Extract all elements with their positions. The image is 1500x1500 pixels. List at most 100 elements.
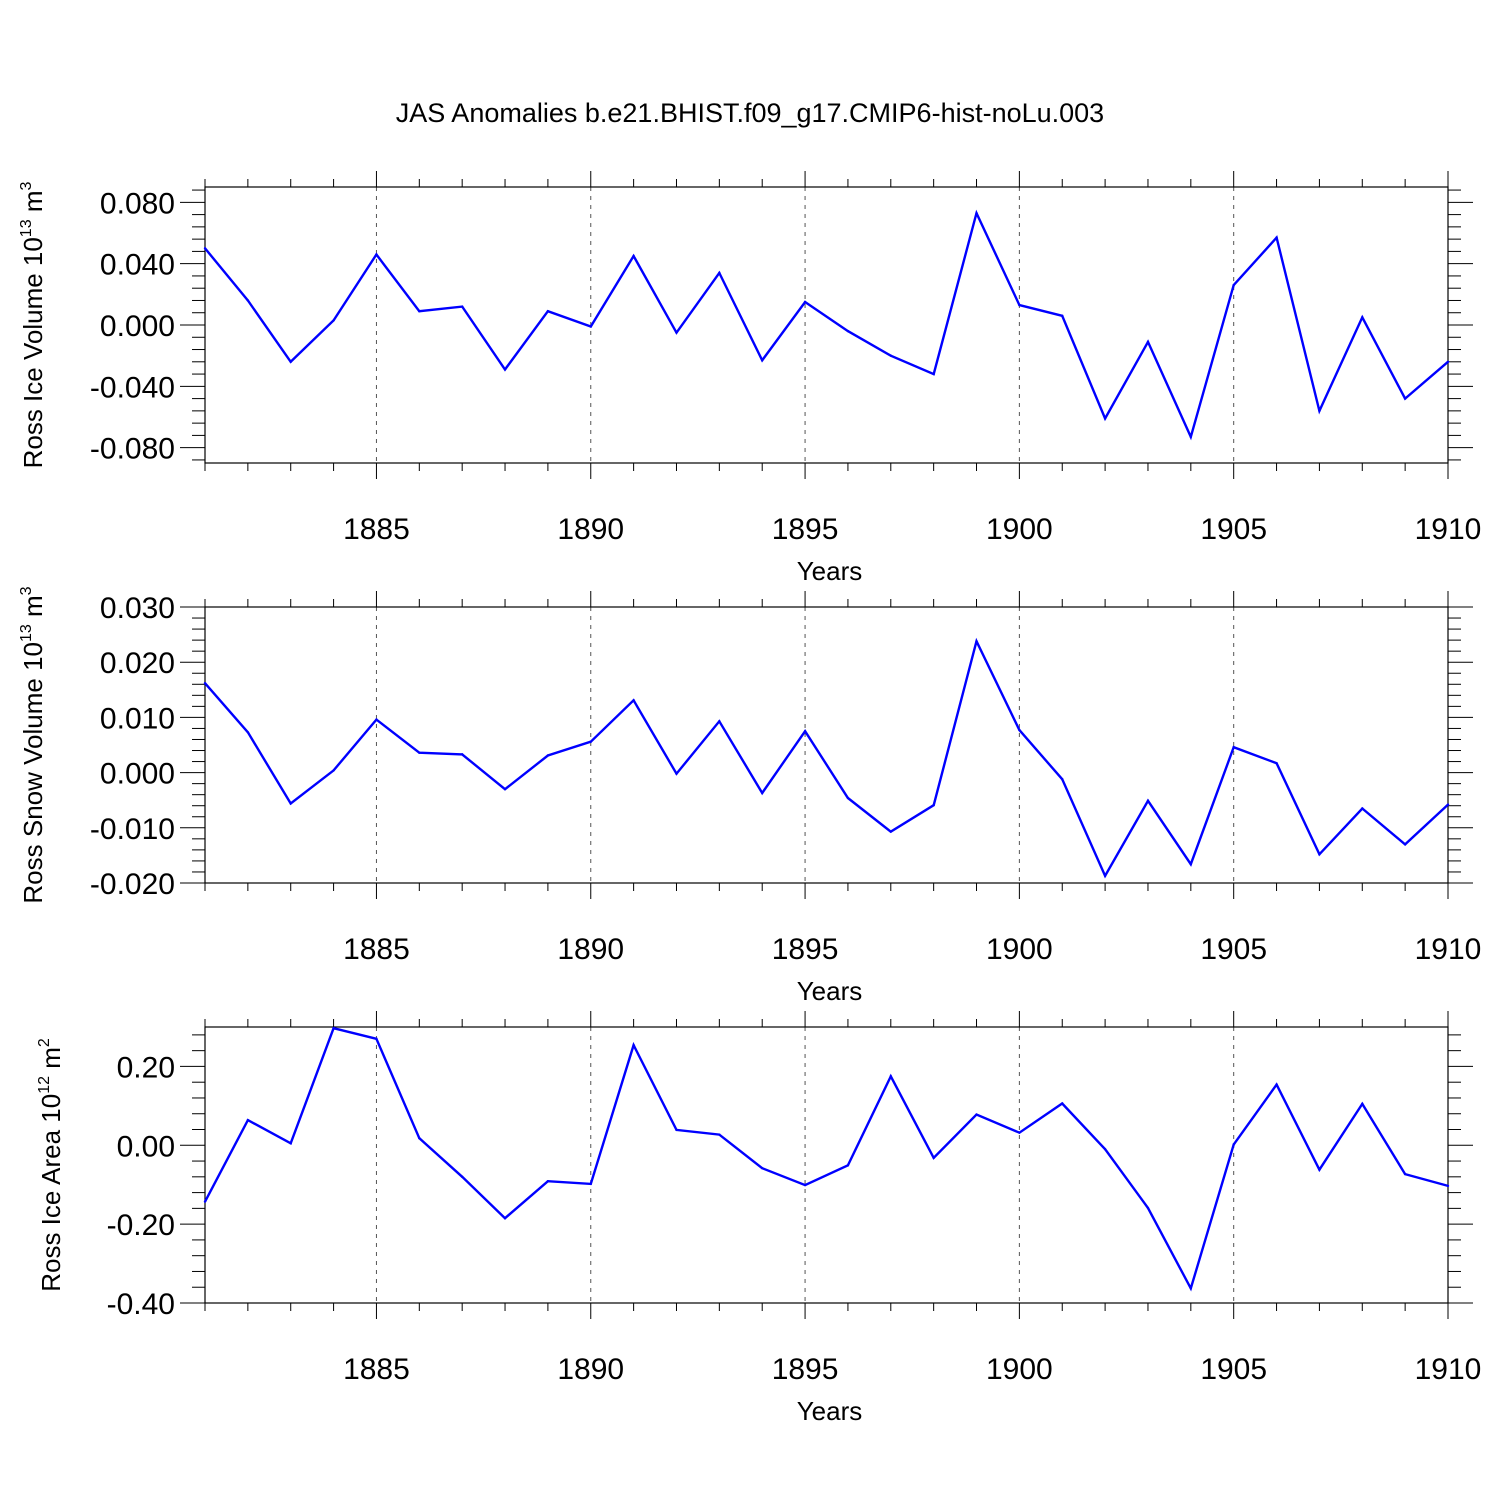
data-point bbox=[289, 802, 292, 805]
y-axis-title-unit: m bbox=[18, 595, 48, 624]
data-point bbox=[546, 1179, 550, 1183]
data-point bbox=[889, 830, 892, 833]
data-point bbox=[546, 754, 550, 757]
x-tick-label: 1905 bbox=[1200, 933, 1267, 966]
y-axis-title: Ross Snow Volume 1013 m3 bbox=[18, 586, 48, 903]
data-point bbox=[761, 359, 764, 362]
y-axis-title-text: Ross Snow Volume 10 bbox=[18, 642, 48, 904]
data-point bbox=[1146, 1206, 1150, 1210]
y-axis-title-exp: 12 bbox=[36, 1076, 53, 1094]
data-point bbox=[589, 325, 592, 328]
panel-1: 0.080 0.040 0.000 -0.040 -0.080 1885 1890 1895 1… bbox=[18, 171, 1481, 586]
x-axis-title: Years bbox=[797, 556, 863, 586]
data-point bbox=[460, 1175, 464, 1179]
y-tick-label: -0.080 bbox=[90, 433, 175, 466]
data-point bbox=[1146, 340, 1150, 344]
x-tick-label: 1890 bbox=[557, 513, 624, 546]
x-tick-label: 1885 bbox=[343, 1353, 410, 1386]
data-point bbox=[1189, 435, 1193, 439]
data-point bbox=[632, 699, 635, 702]
y-tick-label: 0.040 bbox=[100, 249, 175, 282]
data-point bbox=[1275, 762, 1278, 765]
y-tick-label: -0.040 bbox=[90, 371, 175, 404]
y-axis-title: Ross Ice Volume 1013 m3 bbox=[18, 181, 48, 468]
data-point bbox=[1061, 778, 1064, 781]
data-point bbox=[1318, 853, 1321, 856]
data-point bbox=[1061, 314, 1064, 317]
data-point bbox=[889, 354, 892, 357]
data-point bbox=[332, 1026, 335, 1030]
data-point bbox=[803, 300, 807, 304]
y-axis-title-unit-exp: 3 bbox=[18, 586, 35, 595]
data-point bbox=[589, 740, 592, 743]
data-point bbox=[1403, 1172, 1407, 1176]
data-point bbox=[718, 271, 721, 275]
data-point bbox=[246, 299, 250, 302]
series-line bbox=[204, 637, 1449, 879]
data-point bbox=[332, 319, 335, 322]
data-point bbox=[975, 211, 978, 215]
panel-3: 0.20 0.00 -0.20 -0.40 1885 1890 1895 1900 1905 19… bbox=[36, 1011, 1481, 1426]
data-point bbox=[375, 718, 378, 721]
x-tick-label: 1890 bbox=[557, 933, 624, 966]
x-axis-title: Years bbox=[797, 976, 863, 1006]
data-point bbox=[203, 1200, 207, 1203]
data-point bbox=[1232, 1143, 1235, 1146]
data-point bbox=[1103, 417, 1107, 420]
data-point bbox=[1232, 283, 1235, 287]
x-tick-label: 1905 bbox=[1200, 1353, 1267, 1386]
data-point bbox=[289, 1142, 292, 1145]
data-point bbox=[803, 1183, 807, 1187]
y-tick-label: 0.020 bbox=[100, 647, 175, 680]
x-axis-title: Years bbox=[797, 1396, 863, 1426]
x-tick-label: 1900 bbox=[986, 1353, 1053, 1386]
data-point bbox=[1232, 746, 1235, 749]
y-axis-title-unit: m bbox=[36, 1047, 66, 1076]
data-point bbox=[761, 1166, 764, 1170]
series-line bbox=[203, 1026, 1449, 1292]
data-point bbox=[289, 360, 292, 363]
data-point bbox=[932, 372, 935, 376]
data-point bbox=[1061, 1102, 1064, 1105]
x-tick-label: 1885 bbox=[343, 513, 410, 546]
data-point bbox=[503, 787, 507, 791]
data-point bbox=[1446, 360, 1450, 363]
y-axis-title-text: Ross Ice Area 10 bbox=[36, 1094, 66, 1292]
data-point bbox=[975, 640, 978, 643]
x-tick-label: 1900 bbox=[986, 513, 1053, 546]
data-point bbox=[418, 751, 421, 754]
data-point bbox=[375, 253, 378, 256]
data-point bbox=[1189, 863, 1193, 866]
y-tick-label: 0.00 bbox=[117, 1130, 175, 1163]
y-tick-label: -0.40 bbox=[107, 1288, 175, 1321]
data-point bbox=[203, 247, 207, 250]
data-point bbox=[632, 1043, 635, 1047]
data-point bbox=[632, 254, 635, 258]
x-tick-label: 1905 bbox=[1200, 513, 1267, 546]
x-tick-label: 1885 bbox=[343, 933, 410, 966]
data-point bbox=[460, 305, 464, 308]
x-tick-label: 1890 bbox=[557, 1353, 624, 1386]
y-tick-label: 0.20 bbox=[117, 1051, 175, 1084]
data-point bbox=[546, 310, 550, 313]
data-point bbox=[203, 681, 207, 685]
x-tick-label: 1895 bbox=[772, 1353, 839, 1386]
y-axis-title-unit: m bbox=[18, 190, 48, 219]
data-point bbox=[1146, 799, 1150, 802]
series-line bbox=[204, 209, 1449, 441]
y-axis-title-text: Ross Ice Volume 10 bbox=[18, 237, 48, 468]
data-point bbox=[1275, 1083, 1278, 1086]
data-point bbox=[675, 1128, 678, 1132]
x-tick-label: 1910 bbox=[1415, 1353, 1482, 1386]
data-point bbox=[1018, 728, 1021, 732]
y-axis-title: Ross Ice Area 1012 m2 bbox=[36, 1038, 66, 1292]
data-point bbox=[246, 1118, 250, 1122]
data-point bbox=[846, 329, 850, 333]
panel-2: 0.030 0.020 0.010 0.000 -0.010 -0.020 1885 1890… bbox=[18, 586, 1481, 1006]
y-tick-label: -0.020 bbox=[90, 868, 175, 901]
data-point bbox=[975, 1113, 978, 1116]
data-point bbox=[846, 796, 850, 800]
data-point bbox=[418, 1136, 421, 1140]
data-point bbox=[803, 730, 807, 733]
